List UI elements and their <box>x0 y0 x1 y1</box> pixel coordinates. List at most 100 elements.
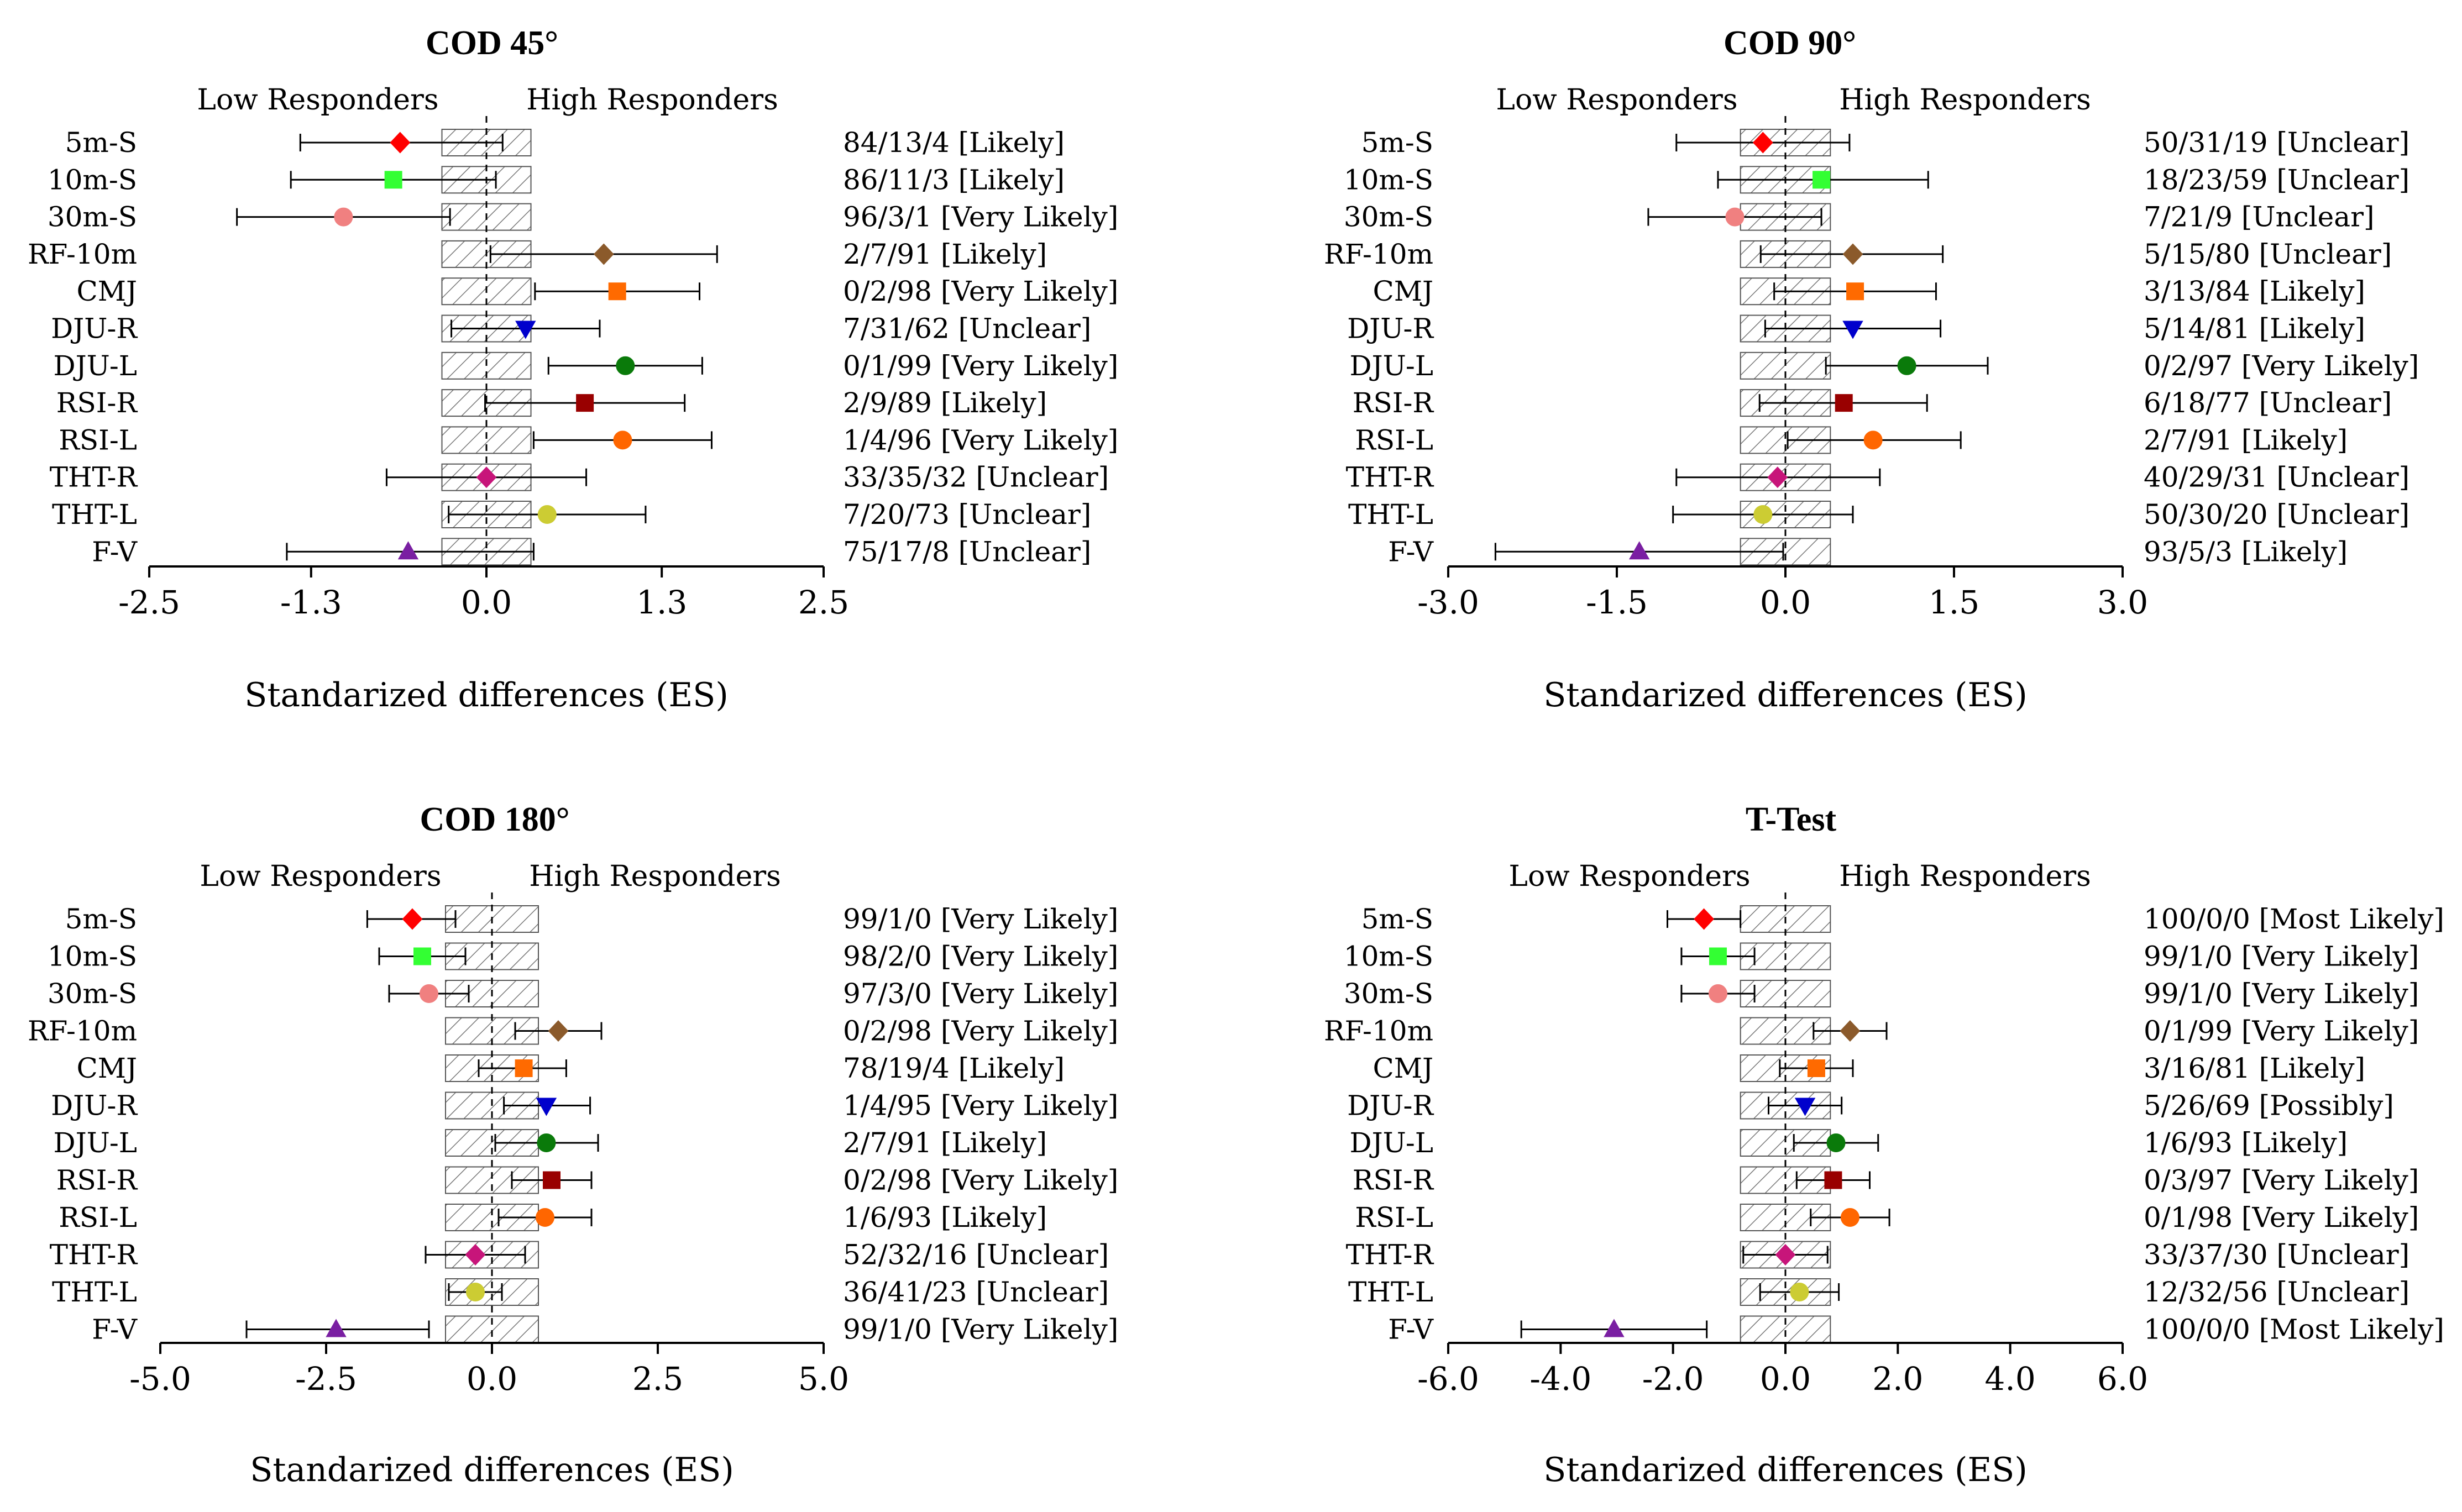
category-label: THT-R <box>1346 461 1434 494</box>
probability-annotation: 2/7/91 [Likely] <box>843 238 1047 270</box>
category-label: RF-10m <box>28 1015 137 1047</box>
probability-annotation: 96/3/1 [Very Likely] <box>843 201 1118 233</box>
effect-marker <box>390 132 411 154</box>
category-label: 10m-S <box>1344 164 1433 196</box>
probability-annotation: 5/14/81 [Likely] <box>2144 313 2365 345</box>
effect-marker <box>326 1319 347 1337</box>
effect-marker <box>1897 356 1916 375</box>
x-tick-label: -2.5 <box>295 1360 357 1398</box>
probability-annotation: 0/1/98 [Very Likely] <box>2144 1201 2419 1233</box>
category-label: DJU-R <box>51 313 138 345</box>
category-label: RSI-R <box>56 1164 138 1196</box>
effect-marker <box>420 984 438 1003</box>
high-responders-label: High Responders <box>529 860 781 893</box>
category-label: 5m-S <box>65 127 137 159</box>
effect-marker <box>548 1020 569 1042</box>
panel-cod-90: COD 90° Low Responders High Responders 5m-S… <box>1324 24 2419 715</box>
probability-annotation: 3/16/81 [Likely] <box>2144 1052 2365 1084</box>
x-tick-label: 1.3 <box>636 584 687 621</box>
probability-annotation: 7/20/73 [Unclear] <box>843 498 1091 531</box>
category-label: 10m-S <box>48 164 137 196</box>
category-label: RSI-L <box>59 1201 137 1233</box>
probability-annotation: 0/2/97 [Very Likely] <box>2144 350 2419 382</box>
low-responders-label: Low Responders <box>1508 860 1750 893</box>
probability-annotation: 99/1/0 [Very Likely] <box>2144 978 2419 1010</box>
panel-title: COD 180° <box>420 801 569 838</box>
x-tick-label: 2.0 <box>1872 1360 1923 1398</box>
probability-annotation: 36/41/23 [Unclear] <box>843 1276 1109 1308</box>
probability-annotation: 7/21/9 [Unclear] <box>2144 201 2374 233</box>
effect-marker <box>536 1098 557 1116</box>
probability-annotation: 78/19/4 [Likely] <box>843 1052 1065 1084</box>
probability-annotation: 33/35/32 [Unclear] <box>843 461 1109 494</box>
category-label: RF-10m <box>1324 1015 1433 1047</box>
effect-marker <box>1775 1244 1796 1266</box>
category-label: THT-L <box>1348 1276 1433 1308</box>
low-responders-label: Low Responders <box>1496 83 1737 117</box>
probability-annotation: 1/4/96 [Very Likely] <box>843 424 1118 456</box>
probability-annotation: 0/3/97 [Very Likely] <box>2144 1164 2419 1196</box>
category-label: DJU-L <box>54 1127 138 1159</box>
probability-annotation: 1/4/95 [Very Likely] <box>843 1090 1118 1122</box>
effect-marker <box>1840 1020 1861 1042</box>
x-axis-title: Standarized differences (ES) <box>1543 1451 2028 1489</box>
effect-marker <box>515 1059 533 1077</box>
effect-marker <box>466 1283 485 1301</box>
category-label: RSI-R <box>56 387 138 419</box>
probability-annotation: 12/32/56 [Unclear] <box>2144 1276 2409 1308</box>
category-label: THT-L <box>52 498 137 531</box>
x-tick-label: -1.3 <box>280 584 342 621</box>
category-label: CMJ <box>1373 1052 1434 1084</box>
probability-annotation: 0/2/98 [Very Likely] <box>843 1015 1118 1047</box>
effect-marker <box>1725 207 1745 227</box>
category-label: 5m-S <box>1361 127 1433 159</box>
category-label: F-V <box>1388 536 1434 568</box>
effect-marker <box>543 1171 561 1189</box>
effect-marker <box>1826 1133 1846 1152</box>
category-label: RSI-R <box>1353 1164 1434 1196</box>
probability-annotation: 7/31/62 [Unclear] <box>843 313 1091 345</box>
probability-annotation: 99/1/0 [Very Likely] <box>843 903 1118 935</box>
probability-annotation: 40/29/31 [Unclear] <box>2144 461 2409 494</box>
x-tick-label: -1.5 <box>1586 584 1648 621</box>
effect-marker <box>536 1208 554 1227</box>
panel-cod-180: COD 180° Low Responders High Responders 5m-… <box>28 801 1118 1489</box>
effect-marker <box>1863 431 1883 450</box>
effect-marker <box>465 1244 486 1266</box>
category-label: 30m-S <box>1344 978 1433 1010</box>
category-label: 30m-S <box>48 978 137 1010</box>
category-label: THT-R <box>50 1239 138 1271</box>
high-responders-label: High Responders <box>1839 860 2091 893</box>
probability-annotation: 2/7/91 [Likely] <box>843 1127 1047 1159</box>
x-tick-label: 5.0 <box>798 1360 849 1398</box>
category-label: DJU-R <box>51 1090 138 1122</box>
effect-marker <box>1790 1283 1809 1301</box>
panel-cod-45: COD 45° Low Responders High Responders 5m-S… <box>28 24 1118 715</box>
x-tick-label: 2.5 <box>798 584 849 621</box>
effect-marker <box>1709 947 1727 965</box>
probability-annotation: 5/15/80 [Unclear] <box>2144 238 2392 270</box>
x-tick-label: 6.0 <box>2097 1360 2148 1398</box>
probability-annotation: 98/2/0 [Very Likely] <box>843 941 1118 973</box>
x-tick-label: 1.5 <box>1929 584 1979 621</box>
category-label: CMJ <box>1373 275 1434 307</box>
effect-marker <box>1813 171 1831 189</box>
effect-marker <box>1694 908 1714 930</box>
probability-annotation: 86/11/3 [Likely] <box>843 164 1065 196</box>
probability-annotation: 6/18/77 [Unclear] <box>2144 387 2392 419</box>
effect-marker <box>1752 132 1773 154</box>
category-label: CMJ <box>77 1052 138 1084</box>
effect-marker <box>402 908 423 930</box>
category-label: RSI-L <box>1355 424 1433 456</box>
category-label: DJU-L <box>54 350 138 382</box>
category-label: 10m-S <box>1344 941 1433 973</box>
x-tick-label: 4.0 <box>1985 1360 2036 1398</box>
category-label: RF-10m <box>28 238 137 270</box>
category-label: 10m-S <box>48 941 137 973</box>
effect-marker <box>1846 282 1864 301</box>
probability-annotation: 97/3/0 [Very Likely] <box>843 978 1118 1010</box>
effect-marker <box>1753 505 1773 524</box>
panel-t-test: T-Test Low Responders High Responders 5m-S 1… <box>1324 801 2444 1489</box>
probability-annotation: 2/9/89 [Likely] <box>843 387 1047 419</box>
category-label: F-V <box>92 536 138 568</box>
